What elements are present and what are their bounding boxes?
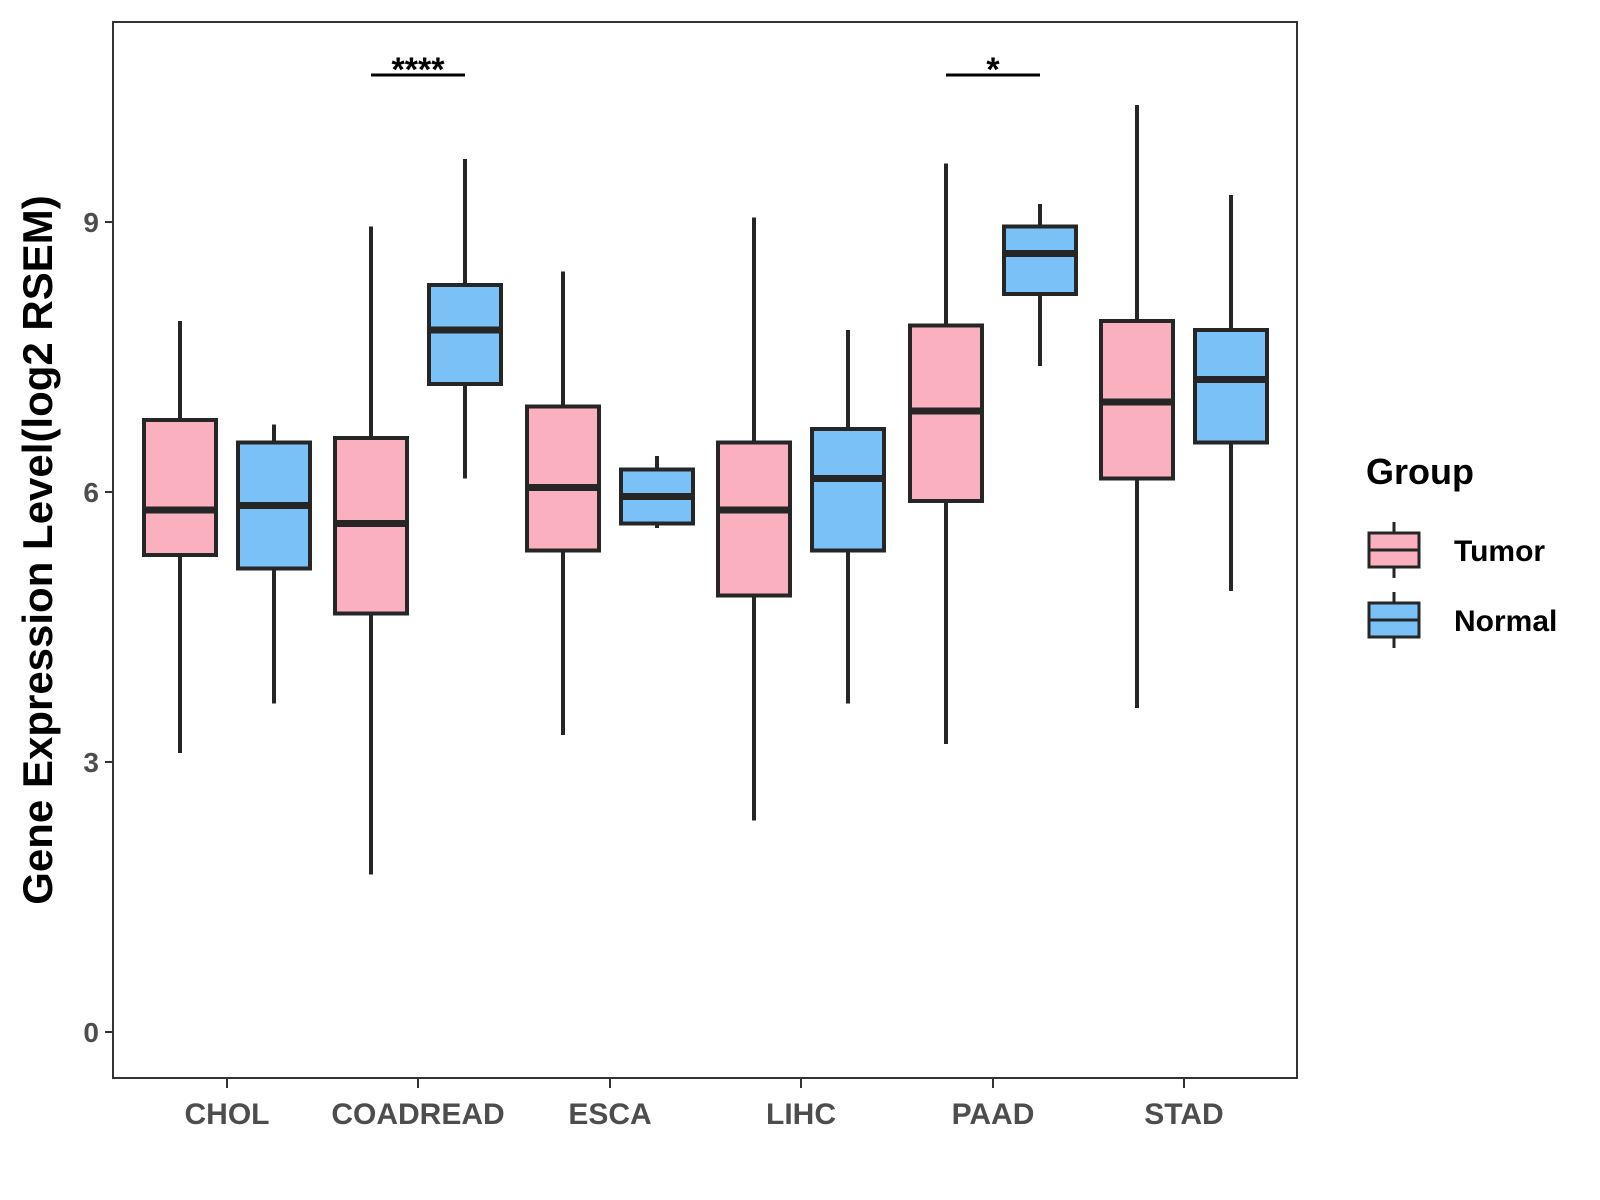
box-normal-coadread — [427, 159, 503, 479]
plot-area: **** * — [142, 51, 1269, 875]
box-tumor-chol — [142, 321, 218, 753]
box-tumor-coadread — [333, 226, 409, 875]
box-tumor-stad — [1099, 105, 1175, 708]
x-tick-label: CHOL — [185, 1098, 270, 1131]
y-axis-title: Gene Expression Level(log2 RSEM) — [14, 195, 61, 905]
x-axis: CHOL COADREAD ESCA LIHC PAAD STAD — [185, 1078, 1224, 1131]
y-tick-label: 6 — [83, 477, 99, 508]
box-body — [716, 440, 792, 598]
box-body — [1002, 224, 1078, 296]
legend-key-tumor: Tumor — [1367, 522, 1545, 578]
box-normal-chol — [236, 424, 312, 704]
legend-label: Tumor — [1454, 535, 1545, 568]
x-tick-label: COADREAD — [331, 1098, 504, 1131]
significance-coadread: **** — [371, 51, 465, 89]
x-tick-label: LIHC — [766, 1098, 836, 1131]
plot-panel-border — [112, 21, 1298, 1079]
y-axis: 0 3 6 9 — [83, 207, 113, 1048]
box-tumor-paad — [908, 163, 984, 744]
significance-paad: * — [946, 51, 1040, 89]
x-tick-label: STAD — [1144, 1098, 1223, 1131]
box-body — [142, 418, 218, 557]
x-tick-label: ESCA — [568, 1098, 651, 1131]
y-tick-label: 3 — [83, 747, 99, 778]
box-body — [427, 283, 503, 386]
legend-key-normal: Normal — [1367, 592, 1557, 648]
y-tick-label: 0 — [83, 1017, 99, 1048]
legend-title: Group — [1366, 451, 1474, 492]
box-normal-paad — [1002, 204, 1078, 366]
box-body — [525, 404, 601, 553]
significance-label: **** — [392, 51, 446, 89]
x-tick-label: PAAD — [952, 1098, 1035, 1131]
significance-label: * — [986, 51, 1000, 89]
box-body — [1193, 328, 1269, 445]
box-tumor-esca — [525, 271, 601, 735]
box-normal-stad — [1193, 195, 1269, 591]
box-normal-esca — [619, 456, 695, 528]
box-body — [810, 427, 886, 553]
box-normal-lihc — [810, 330, 886, 704]
box-tumor-lihc — [716, 217, 792, 821]
y-tick-label: 9 — [83, 207, 99, 238]
legend-label: Normal — [1454, 605, 1557, 638]
legend: Group Tumor Normal — [1366, 451, 1557, 648]
